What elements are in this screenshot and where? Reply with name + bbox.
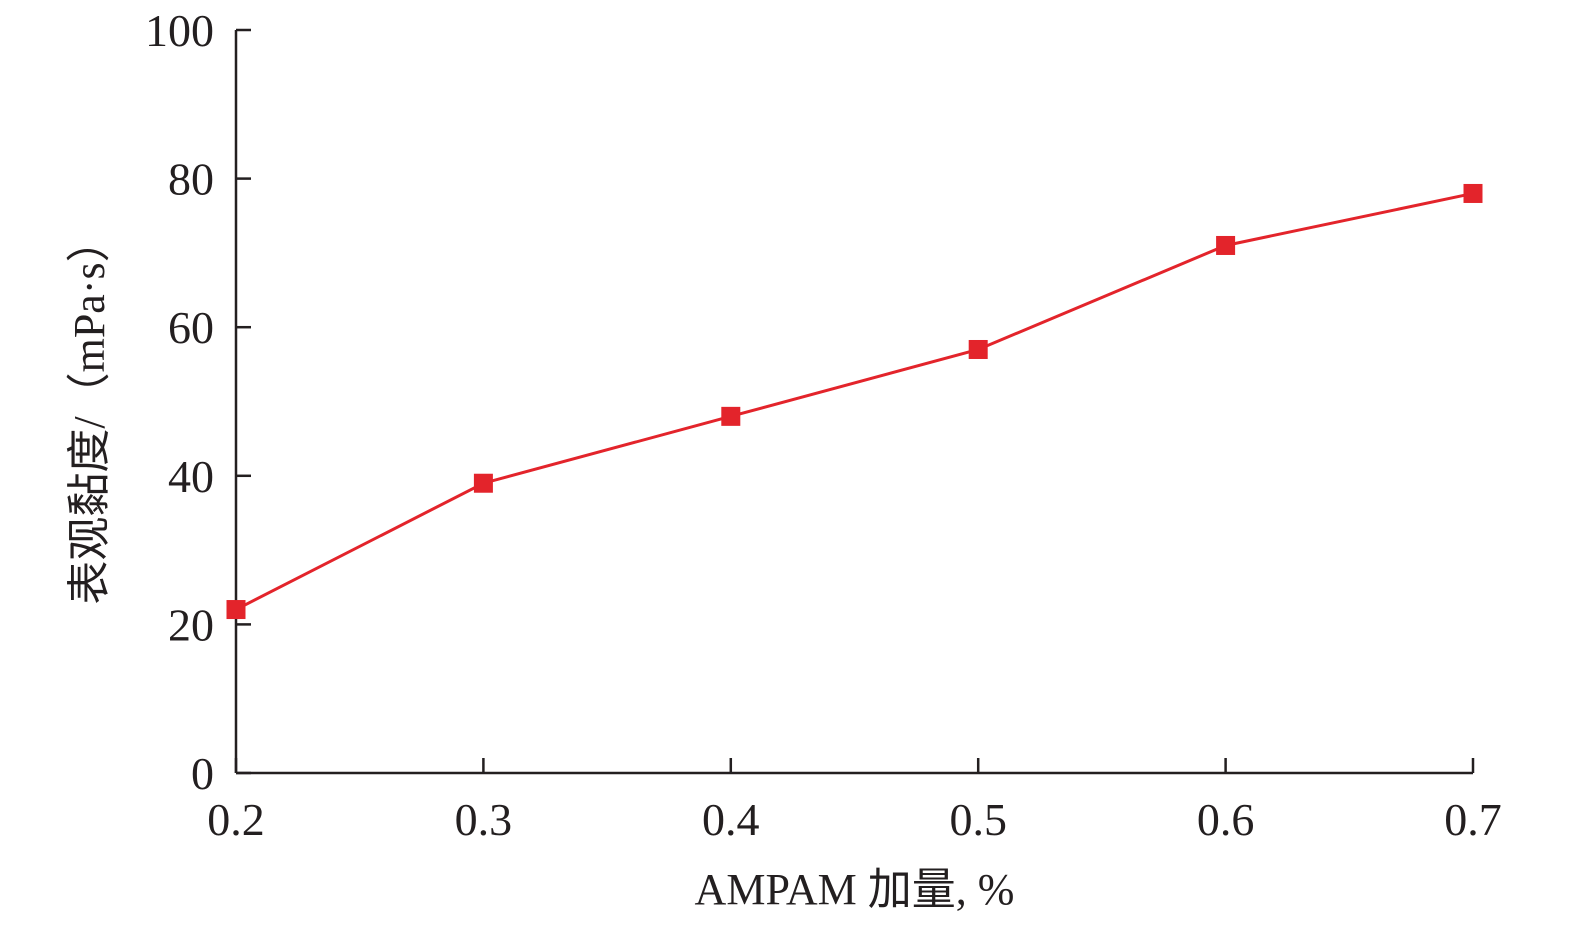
y-tick-label: 20 <box>168 599 214 650</box>
data-point-marker <box>473 473 493 493</box>
y-tick-label: 100 <box>145 5 214 56</box>
y-tick-label: 60 <box>168 302 214 353</box>
y-tick-label: 80 <box>168 154 214 205</box>
x-tick-label: 0.6 <box>1197 794 1255 845</box>
series-line <box>235 191 1474 611</box>
data-point-marker <box>1216 235 1236 255</box>
y-axis-title: 表观黏度/（mPa·s） <box>65 218 114 604</box>
x-tick-label: 0.4 <box>702 794 760 845</box>
x-tick-label: 0.7 <box>1444 794 1502 845</box>
y-ticks: 0 20 40 60 80 100 <box>145 5 251 799</box>
x-tick-label: 0.5 <box>949 794 1007 845</box>
series-group <box>226 183 1483 620</box>
data-point-marker <box>1463 183 1483 203</box>
axes <box>234 30 1473 775</box>
data-point-marker <box>968 339 988 359</box>
data-point-marker <box>721 406 741 426</box>
data-point-marker <box>226 600 246 620</box>
x-tick-label: 0.3 <box>455 794 513 845</box>
x-ticks: 0.2 0.3 0.4 0.5 0.6 0.7 <box>207 758 1502 845</box>
y-tick-label: 0 <box>191 748 214 799</box>
y-tick-label: 40 <box>168 451 214 502</box>
x-axis-title: AMPAM 加量, % <box>695 865 1015 914</box>
x-tick-label: 0.2 <box>207 794 265 845</box>
